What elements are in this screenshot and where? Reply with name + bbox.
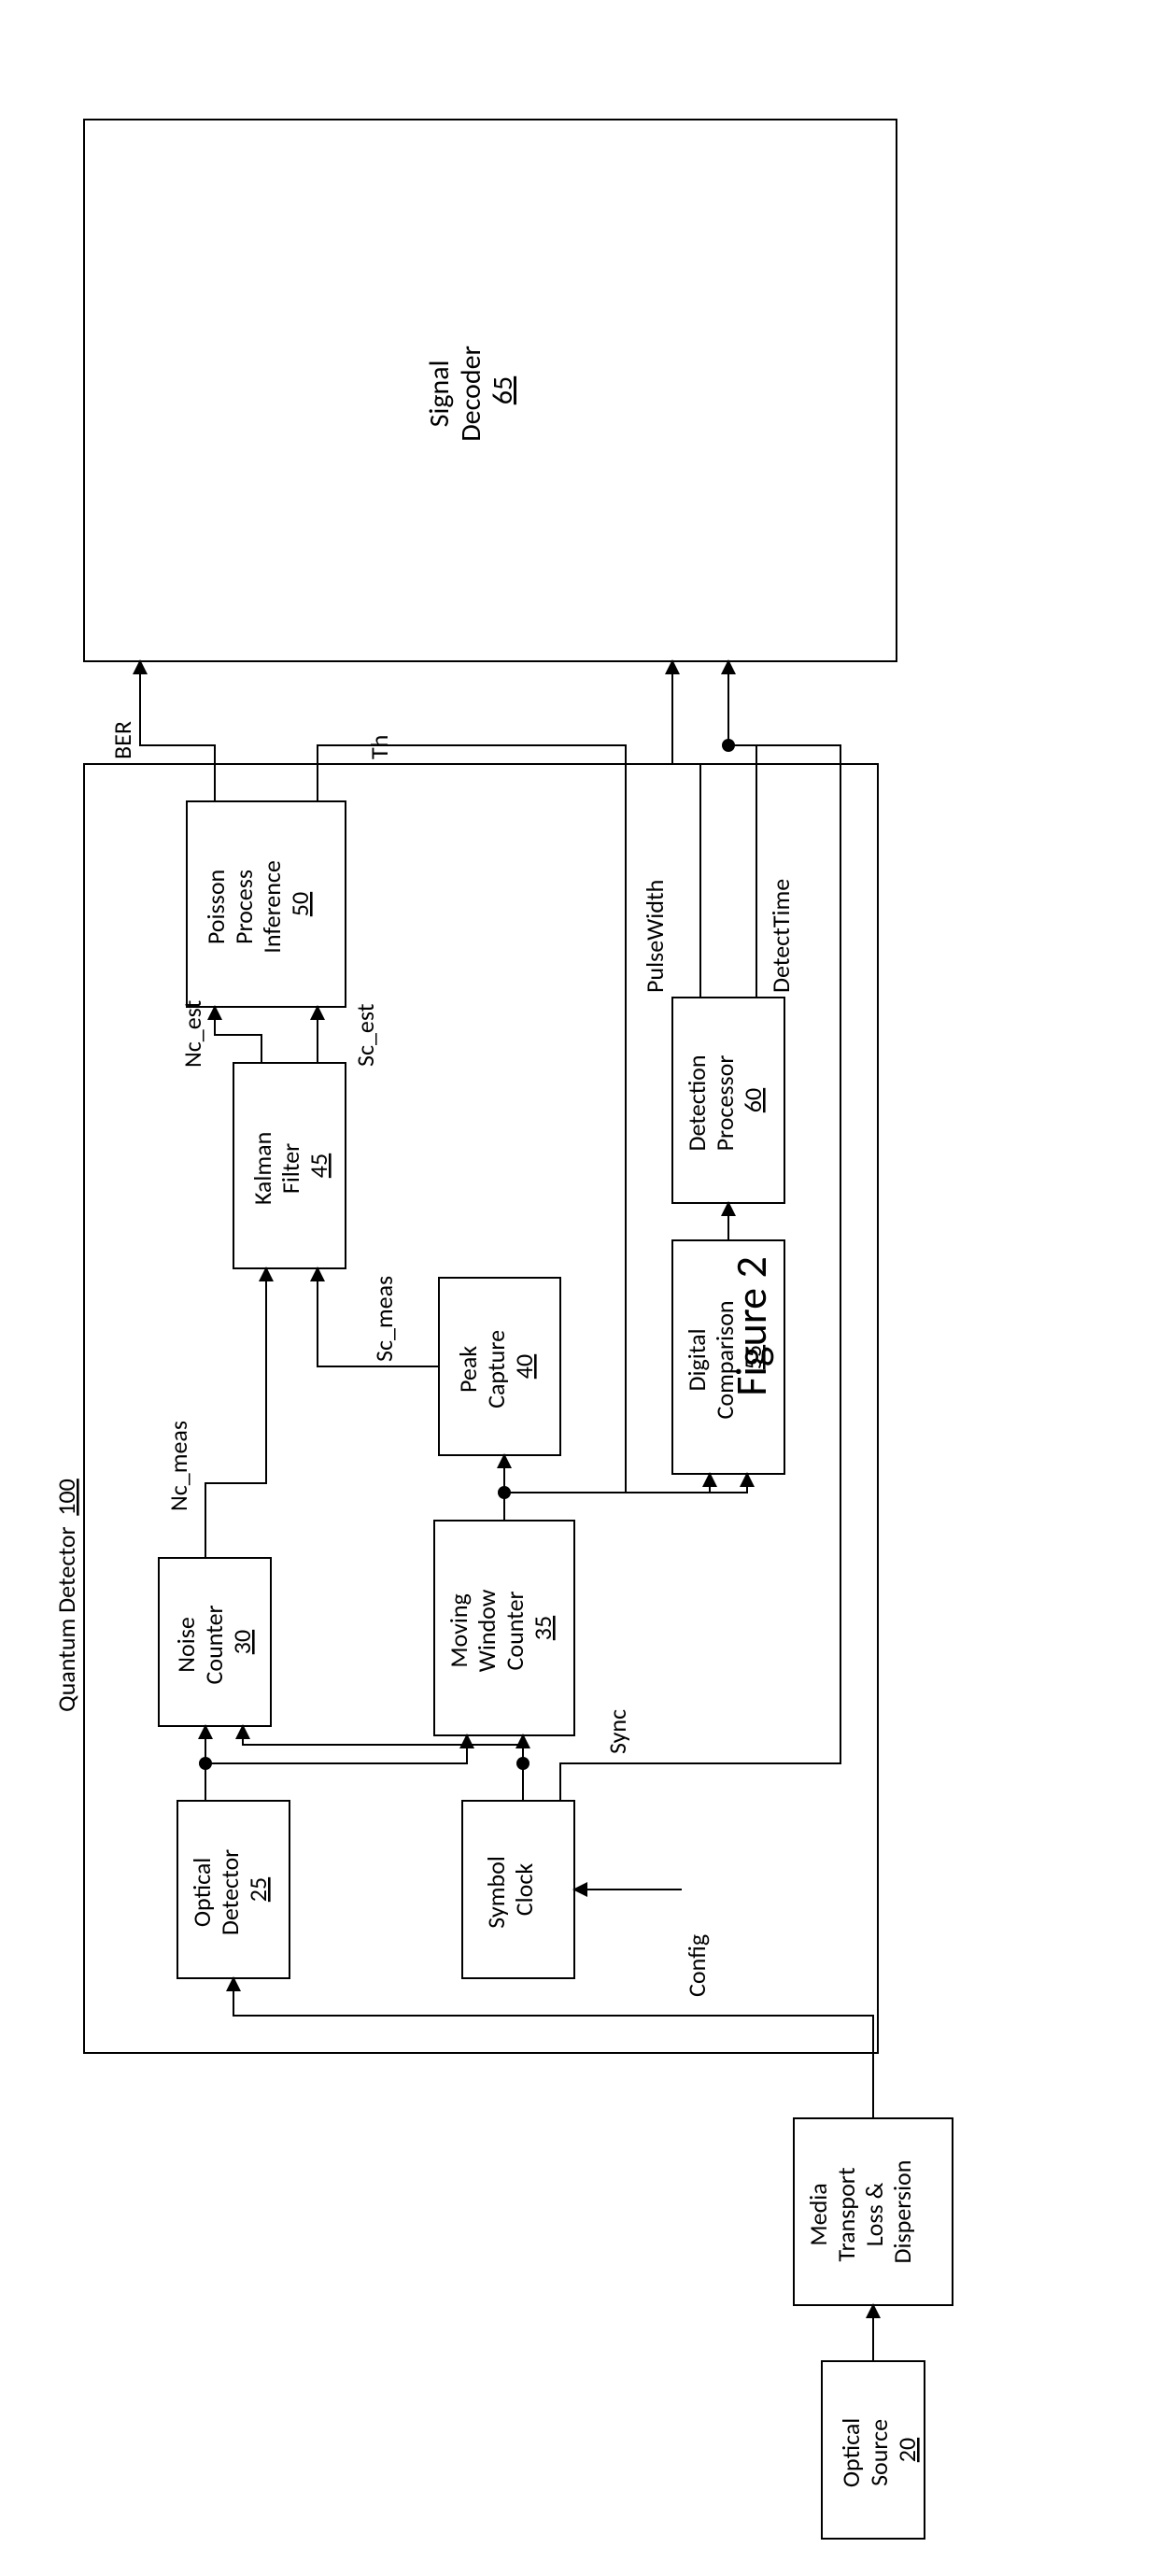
label-sync: Sync bbox=[602, 1709, 632, 1754]
label-sc-est: Sc_est bbox=[350, 1003, 380, 1067]
quantum-detector-title: Quantum Detector 100 bbox=[51, 1479, 81, 1712]
figure-caption: Figure 2 bbox=[726, 1256, 778, 1396]
label-pulsewidth: PulseWidth bbox=[640, 880, 670, 993]
label-ber: BER bbox=[107, 721, 137, 759]
label-nc-est: Nc_est bbox=[177, 999, 207, 1068]
label-th: Th bbox=[364, 735, 394, 759]
label-detecttime: DetectTime bbox=[766, 879, 796, 993]
label-nc-meas: Nc_meas bbox=[163, 1421, 193, 1511]
edge-detecttime bbox=[728, 661, 756, 745]
diagram-canvas: Quantum Detector 100 Optical Source 20 M… bbox=[0, 0, 1158, 2576]
label-config: Config bbox=[682, 1934, 712, 1997]
label-sc-meas: Sc_meas bbox=[369, 1276, 399, 1362]
